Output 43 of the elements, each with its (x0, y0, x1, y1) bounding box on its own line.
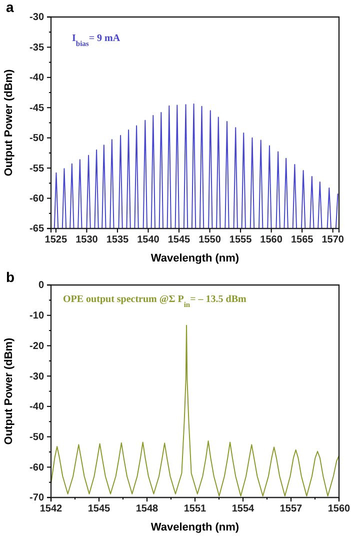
y-tick-label: 0 (38, 280, 44, 291)
x-tick-label: 1535 (106, 234, 130, 246)
x-tick-label: 1525 (44, 234, 68, 246)
y-tick-label: -50 (30, 431, 44, 442)
y-tick-label: -40 (30, 72, 44, 84)
x-tick-label: 1560 (328, 503, 351, 514)
x-tick-label: 1555 (229, 234, 252, 246)
x-tick-label: 1540 (137, 234, 160, 246)
annotation: OPE output spectrum @Σ P$_{in}$= – 13.5 dBm (63, 294, 248, 308)
x-tick-label: 1570 (322, 234, 344, 246)
y-tick-label: -30 (30, 370, 44, 382)
y-tick-label: -70 (30, 492, 44, 504)
chart-title: a (6, 0, 14, 15)
y-axis-title: Output Power (dBm) (3, 68, 15, 176)
y-tick-label: -65 (30, 224, 44, 235)
line-series (51, 324, 339, 496)
y-tick-label: -60 (30, 193, 44, 204)
x-tick-label: 1545 (88, 503, 111, 514)
y-tick-label: -20 (30, 340, 44, 352)
y-tick-label: -30 (30, 12, 44, 24)
x-tick-label: 1565 (290, 234, 314, 246)
x-tick-label: 1550 (198, 234, 222, 246)
y-tick-label: -50 (30, 133, 44, 144)
y-tick-label: -35 (30, 42, 44, 54)
y-axis-title: Output Power (dBm) (3, 336, 15, 444)
x-axis-title: Wavelength (nm) (150, 521, 240, 533)
x-tick-label: 1560 (260, 234, 283, 246)
chart-title: b (6, 268, 15, 284)
x-tick-label: 1551 (184, 503, 207, 514)
x-tick-label: 1554 (232, 503, 255, 514)
line-series (54, 104, 338, 228)
x-tick-label: 1548 (136, 503, 159, 514)
y-tick-label: -10 (30, 310, 44, 322)
y-tick-label: -40 (30, 401, 44, 412)
y-tick-label: -55 (30, 163, 44, 174)
y-tick-label: -60 (30, 462, 44, 473)
x-tick-label: 1545 (168, 234, 191, 246)
x-tick-label: 1557 (280, 503, 303, 514)
x-tick-label: 1530 (76, 234, 98, 246)
y-tick-label: -45 (30, 102, 44, 114)
x-tick-label: 1542 (40, 503, 63, 514)
annotation: I$_{bias}$= 9 mA (72, 33, 121, 48)
x-axis-title: Wavelength (nm) (150, 252, 240, 264)
